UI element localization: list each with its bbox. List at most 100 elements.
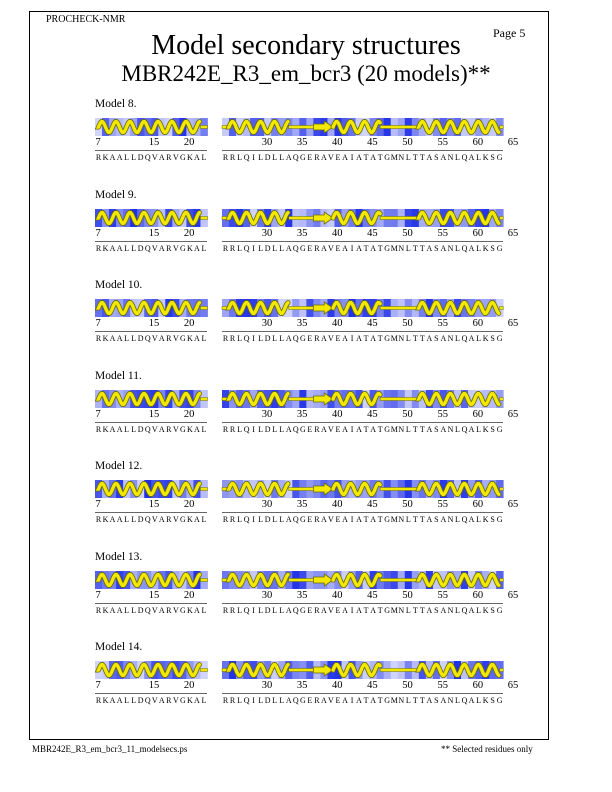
residue-number: 15 bbox=[148, 499, 160, 510]
residue-cell bbox=[446, 661, 455, 679]
sequence-residue: R bbox=[222, 153, 229, 162]
sequence-residue: R bbox=[95, 153, 102, 162]
helix-glyph bbox=[225, 481, 291, 497]
residue-number: 7 bbox=[95, 227, 101, 239]
residue-cell bbox=[418, 208, 427, 227]
sequence-residue: S bbox=[434, 696, 439, 705]
sequence-residue: T bbox=[363, 424, 369, 434]
sequence-residue: N bbox=[447, 605, 454, 615]
sequence-residue: Q bbox=[243, 424, 250, 434]
sequence-residue: T bbox=[363, 696, 369, 705]
residue-number: 55 bbox=[437, 680, 448, 691]
residue-cell bbox=[271, 389, 279, 408]
sequence-residue: V bbox=[328, 334, 334, 343]
sequence-residue: A bbox=[285, 424, 292, 434]
sequence-residue: K bbox=[482, 605, 489, 615]
sequence-rule bbox=[95, 512, 208, 513]
sequence-residue: E bbox=[307, 243, 313, 253]
sequence-residue: L bbox=[124, 243, 130, 253]
helix-glyph bbox=[415, 209, 502, 226]
residue-cell bbox=[243, 480, 251, 498]
sequence-residue: A bbox=[321, 424, 327, 434]
residue-number: 65 bbox=[507, 318, 519, 329]
residue-cell bbox=[432, 389, 441, 408]
residue-cell bbox=[468, 480, 476, 498]
sequence-residue: E bbox=[307, 696, 313, 705]
residue-cell bbox=[425, 299, 434, 317]
residue-number: 45 bbox=[367, 408, 378, 420]
sequence-residue: R bbox=[314, 153, 320, 162]
residue-cell bbox=[432, 661, 441, 679]
residue-number: 50 bbox=[402, 137, 413, 148]
residue-cell bbox=[489, 570, 497, 589]
model-label: Model 10. bbox=[95, 279, 143, 291]
footer-filename: MBR242E_R3_em_bcr3_11_modelsecs.ps bbox=[32, 744, 188, 754]
sequence-residue: V bbox=[151, 696, 158, 705]
residue-cell bbox=[475, 480, 483, 498]
sequence-residue: Q bbox=[144, 153, 151, 162]
sequence-residue: M bbox=[390, 153, 398, 162]
residue-number: 35 bbox=[296, 589, 308, 601]
residue-number: 35 bbox=[296, 499, 308, 510]
residue-cell bbox=[257, 208, 265, 227]
sequence-residue: V bbox=[172, 605, 179, 615]
sequence-residue: D bbox=[137, 515, 144, 524]
strand-arrow bbox=[312, 482, 334, 496]
sequence-residue: A bbox=[158, 334, 165, 343]
coil-line bbox=[200, 215, 208, 220]
sequence-residue: G bbox=[496, 334, 503, 343]
sequence-residue: A bbox=[285, 153, 292, 162]
coil-line bbox=[499, 396, 504, 401]
residue-cell bbox=[418, 299, 427, 317]
residue-cell bbox=[482, 208, 490, 227]
sequence-residue: T bbox=[363, 515, 369, 524]
strand-arrow bbox=[312, 572, 334, 587]
residue-cell bbox=[278, 389, 286, 408]
sequence-residue: M bbox=[390, 334, 398, 343]
residue-cell bbox=[257, 299, 265, 317]
sequence-residue: A bbox=[116, 696, 123, 705]
sequence-residue: L bbox=[272, 243, 278, 253]
sequence-residue: L bbox=[405, 334, 411, 343]
residue-number: 50 bbox=[402, 227, 413, 239]
residue-number: 7 bbox=[95, 680, 101, 691]
residue-number: 55 bbox=[437, 227, 448, 239]
sequence-residue: A bbox=[426, 696, 433, 705]
sequence-residue: Q bbox=[461, 605, 468, 615]
sequence-residue: S bbox=[490, 334, 495, 343]
sequence-residue: R bbox=[314, 334, 320, 343]
sequence-residue: R bbox=[314, 515, 320, 524]
sequence-residue: N bbox=[398, 605, 405, 615]
sequence-residue: A bbox=[356, 424, 362, 434]
residue-cell bbox=[439, 480, 448, 498]
sequence-residue: K bbox=[186, 515, 193, 524]
sequence-residue: M bbox=[390, 243, 398, 253]
sequence-residue: L bbox=[124, 153, 130, 162]
residue-cell bbox=[453, 208, 462, 227]
sequence-residue: A bbox=[109, 334, 116, 343]
sequence-residue: R bbox=[314, 696, 320, 705]
sequence-residue: R bbox=[229, 515, 236, 524]
residue-number: 45 bbox=[367, 680, 378, 691]
helix-glyph bbox=[415, 300, 502, 316]
sequence-residue: E bbox=[335, 515, 341, 524]
residue-cell bbox=[236, 480, 244, 498]
sequence-residue: V bbox=[172, 334, 179, 343]
sequence-residue: A bbox=[321, 605, 327, 615]
strand-arrow bbox=[312, 210, 334, 225]
helix-glyph bbox=[225, 209, 291, 226]
helix-glyph bbox=[94, 662, 202, 678]
coil-line bbox=[499, 577, 504, 582]
sequence-residue: T bbox=[412, 515, 418, 524]
sequence-residue: A bbox=[342, 153, 348, 162]
secondary-structure-strip bbox=[94, 299, 208, 317]
sequence-residue: L bbox=[131, 515, 137, 524]
residue-cell bbox=[453, 480, 462, 498]
sequence-residue: K bbox=[186, 696, 193, 705]
residue-cell bbox=[482, 480, 490, 498]
residue-cell bbox=[229, 299, 237, 317]
helix-glyph bbox=[415, 481, 502, 497]
sequence-residue: V bbox=[151, 424, 158, 434]
residue-number: 20 bbox=[183, 408, 195, 420]
sequence-residue: L bbox=[237, 605, 242, 615]
